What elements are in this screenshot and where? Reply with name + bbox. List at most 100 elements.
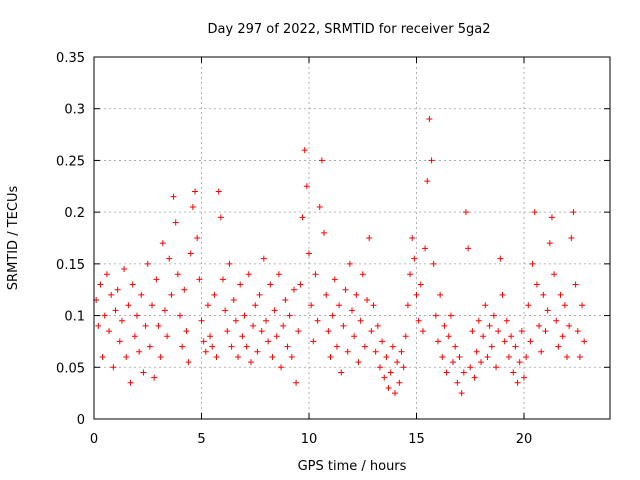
data-point [349, 307, 355, 314]
data-point [312, 271, 319, 278]
data-point [559, 333, 566, 340]
data-point [488, 343, 495, 350]
data-point [495, 328, 502, 335]
data-point [435, 338, 441, 345]
data-point [288, 353, 295, 360]
y-tick-label: 0.25 [56, 154, 85, 169]
y-tick-labels: 0 0.05 0.1 0.15 0.2 0.25 0.3 0.35 [56, 51, 85, 428]
data-point [295, 328, 302, 335]
data-point [129, 281, 136, 288]
data-point [336, 302, 343, 309]
data-point [260, 255, 267, 262]
data-point [153, 276, 160, 283]
data-point [518, 328, 525, 335]
data-point [555, 343, 562, 350]
data-point [564, 353, 570, 360]
data-point [422, 245, 429, 252]
data-point [144, 260, 151, 267]
data-point [338, 369, 345, 376]
data-point [95, 322, 102, 329]
data-point [514, 379, 521, 386]
data-point [237, 281, 244, 288]
data-point [125, 302, 132, 309]
grid-lines [94, 57, 610, 419]
data-point [460, 369, 467, 376]
data-point [467, 364, 474, 371]
data-point [151, 374, 158, 381]
data-point [372, 348, 379, 355]
data-point [428, 157, 435, 164]
data-point [114, 286, 121, 293]
data-point [486, 322, 493, 329]
data-point [97, 281, 104, 288]
x-tick-label: 10 [301, 432, 318, 447]
y-tick-label: 0.1 [64, 310, 85, 325]
data-point [254, 348, 261, 355]
data-point [200, 338, 207, 345]
data-point [342, 286, 349, 293]
data-point [323, 291, 330, 298]
data-point [174, 271, 181, 278]
data-point [441, 322, 448, 329]
data-point [576, 353, 583, 360]
data-point [516, 359, 523, 366]
data-point [138, 291, 145, 298]
data-point [110, 364, 117, 371]
data-point [579, 302, 586, 309]
data-point [419, 328, 426, 335]
data-point [561, 302, 568, 309]
data-point [299, 214, 306, 221]
data-point [222, 307, 229, 314]
data-point [351, 333, 358, 340]
data-point [361, 343, 368, 350]
data-point [499, 291, 506, 298]
chart-title: Day 297 of 2022, SRMTID for receiver 5ga… [208, 22, 491, 37]
data-point [346, 260, 353, 267]
y-tick-label: 0 [77, 413, 85, 428]
axis-ticks [93, 56, 610, 420]
data-point [187, 250, 194, 257]
data-point [331, 276, 338, 283]
x-tick-labels: 0 5 10 15 20 [90, 432, 532, 447]
data-point [228, 343, 235, 350]
data-point [170, 193, 177, 200]
data-point [103, 271, 110, 278]
data-point [168, 291, 175, 298]
data-point [540, 291, 547, 298]
data-point [394, 359, 401, 366]
data-point [340, 322, 347, 329]
data-point [396, 379, 403, 386]
data-point [368, 328, 375, 335]
data-point [181, 286, 188, 293]
data-point [149, 302, 156, 309]
data-point [290, 286, 297, 293]
data-point [381, 374, 388, 381]
data-point [508, 333, 515, 340]
data-point [538, 348, 545, 355]
data-point [465, 245, 472, 252]
data-point [533, 281, 540, 288]
data-point [271, 307, 278, 314]
data-point [452, 343, 459, 350]
data-point [469, 328, 476, 335]
data-point [439, 353, 446, 360]
y-tick-label: 0.2 [64, 206, 85, 221]
data-point [146, 343, 153, 350]
data-point [473, 348, 480, 355]
data-point [140, 369, 147, 376]
data-point [456, 353, 463, 360]
data-point [366, 235, 373, 241]
data-point [475, 317, 482, 324]
data-point [430, 260, 437, 267]
data-point [217, 214, 224, 221]
data-point [325, 328, 332, 335]
data-point [557, 291, 564, 298]
data-point [536, 322, 543, 329]
data-point [99, 353, 106, 360]
data-point [505, 353, 512, 360]
x-tick-label: 15 [408, 432, 425, 447]
data-point [293, 379, 300, 386]
data-point [318, 157, 325, 164]
data-point [215, 188, 222, 195]
